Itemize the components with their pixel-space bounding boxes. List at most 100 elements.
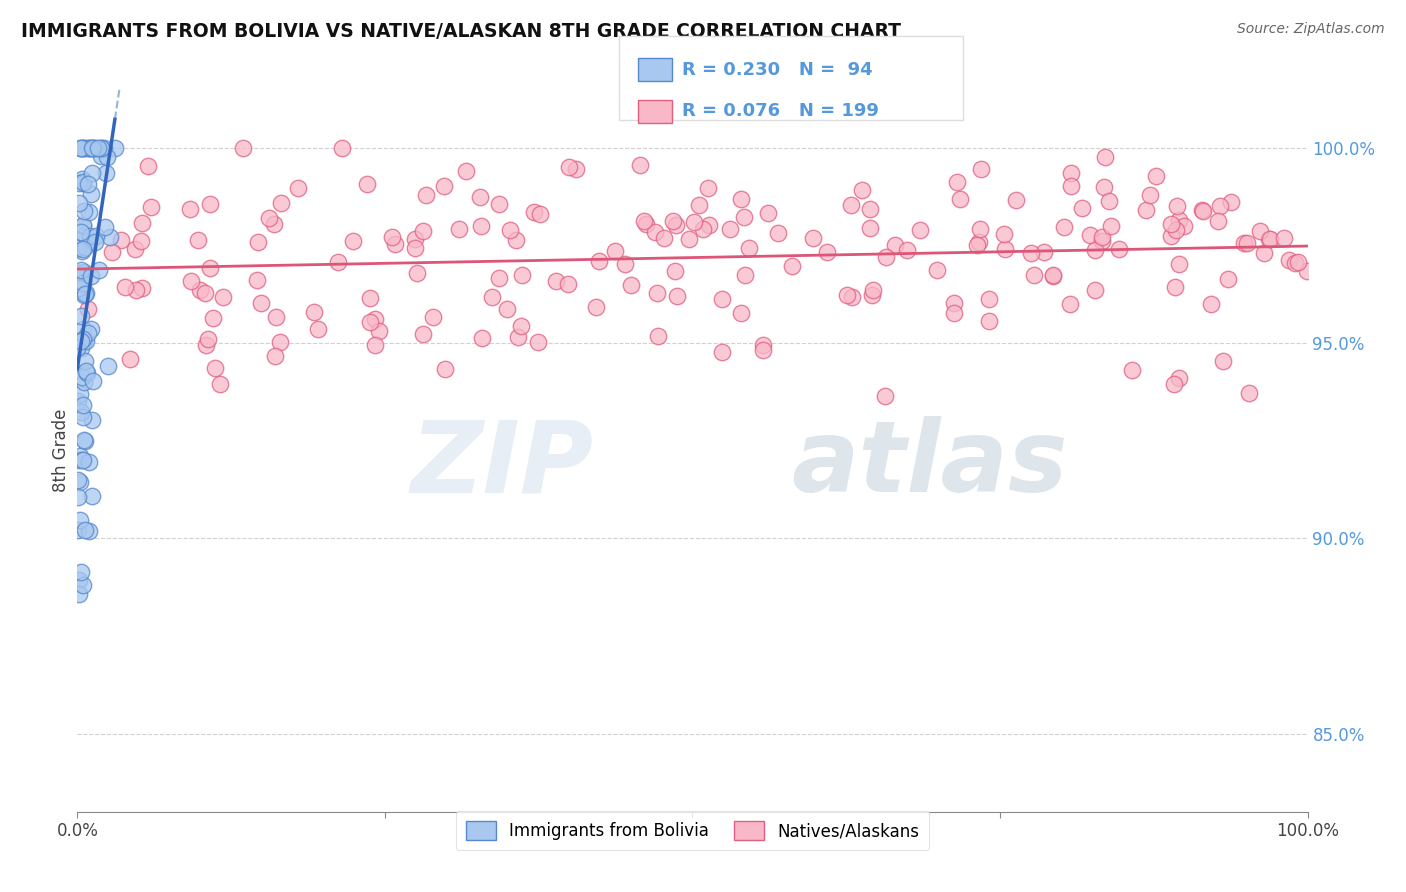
- Point: [90, 141, 112, 155]
- Point: [766, 226, 789, 240]
- Point: [198, 197, 221, 211]
- Point: [734, 268, 756, 283]
- Point: [70, 225, 93, 239]
- Point: [75, 334, 97, 348]
- Point: [72, 175, 94, 189]
- Point: [837, 288, 859, 302]
- Point: [302, 305, 325, 319]
- Point: [645, 285, 668, 300]
- Point: [356, 177, 378, 191]
- Point: [860, 288, 883, 302]
- Point: [875, 389, 897, 403]
- Point: [730, 306, 752, 320]
- Point: [949, 192, 972, 206]
- Point: [1099, 219, 1122, 233]
- Point: [1144, 169, 1167, 184]
- Point: [245, 273, 267, 287]
- Point: [652, 231, 675, 245]
- Point: [557, 277, 579, 292]
- Point: [72, 219, 94, 234]
- Point: [97, 359, 120, 373]
- Point: [70, 141, 93, 155]
- Point: [841, 290, 863, 304]
- Point: [1220, 195, 1243, 210]
- Point: [994, 242, 1017, 256]
- Point: [73, 434, 96, 449]
- Point: [839, 198, 862, 212]
- Point: [692, 222, 714, 236]
- Y-axis label: 8th Grade: 8th Grade: [52, 409, 70, 492]
- Point: [114, 280, 136, 294]
- Point: [1160, 229, 1182, 244]
- Point: [208, 377, 231, 392]
- Point: [884, 237, 907, 252]
- Point: [77, 302, 100, 317]
- Point: [1091, 234, 1114, 248]
- Point: [70, 370, 93, 384]
- Point: [194, 285, 217, 300]
- Point: [977, 314, 1000, 328]
- Point: [82, 141, 104, 155]
- Point: [87, 263, 110, 277]
- Point: [733, 210, 755, 224]
- Point: [94, 166, 117, 180]
- Point: [72, 398, 94, 412]
- Point: [70, 334, 93, 349]
- Point: [73, 375, 96, 389]
- Point: [433, 178, 456, 193]
- Point: [1199, 296, 1222, 310]
- Point: [70, 263, 93, 277]
- Point: [1078, 228, 1101, 243]
- Point: [1257, 232, 1279, 246]
- Point: [404, 232, 426, 246]
- Point: [1209, 199, 1232, 213]
- Point: [129, 235, 152, 249]
- Point: [505, 233, 527, 247]
- Point: [875, 250, 897, 264]
- Point: [70, 453, 93, 467]
- Point: [72, 433, 94, 447]
- Point: [96, 150, 118, 164]
- Point: [82, 489, 104, 503]
- Point: [342, 235, 364, 249]
- Point: [72, 288, 94, 302]
- Point: [758, 206, 780, 220]
- Point: [73, 334, 96, 348]
- Point: [269, 335, 291, 350]
- Point: [449, 221, 471, 235]
- Point: [858, 220, 880, 235]
- Point: [367, 324, 389, 338]
- Point: [72, 218, 94, 232]
- Point: [232, 141, 254, 155]
- Point: [67, 587, 90, 601]
- Text: R = 0.076   N = 199: R = 0.076 N = 199: [682, 103, 879, 120]
- Point: [120, 352, 142, 367]
- Point: [862, 283, 884, 297]
- Point: [1167, 213, 1189, 227]
- Point: [1108, 243, 1130, 257]
- Point: [131, 281, 153, 295]
- Point: [72, 274, 94, 288]
- Point: [942, 296, 965, 310]
- Point: [180, 274, 202, 288]
- Point: [471, 331, 494, 345]
- Point: [1163, 377, 1185, 392]
- Point: [1249, 224, 1271, 238]
- Point: [664, 219, 686, 233]
- Point: [1274, 231, 1296, 245]
- Point: [780, 259, 803, 273]
- Text: R = 0.230   N =  94: R = 0.230 N = 94: [682, 61, 873, 78]
- Point: [75, 239, 97, 253]
- Point: [93, 141, 115, 155]
- Point: [80, 322, 103, 336]
- Point: [1239, 385, 1261, 400]
- Point: [1216, 272, 1239, 286]
- Point: [67, 393, 90, 408]
- Point: [69, 141, 91, 155]
- Point: [896, 244, 918, 258]
- Point: [384, 236, 406, 251]
- Point: [84, 229, 107, 244]
- Point: [76, 366, 98, 380]
- Point: [73, 523, 96, 537]
- Point: [422, 310, 444, 324]
